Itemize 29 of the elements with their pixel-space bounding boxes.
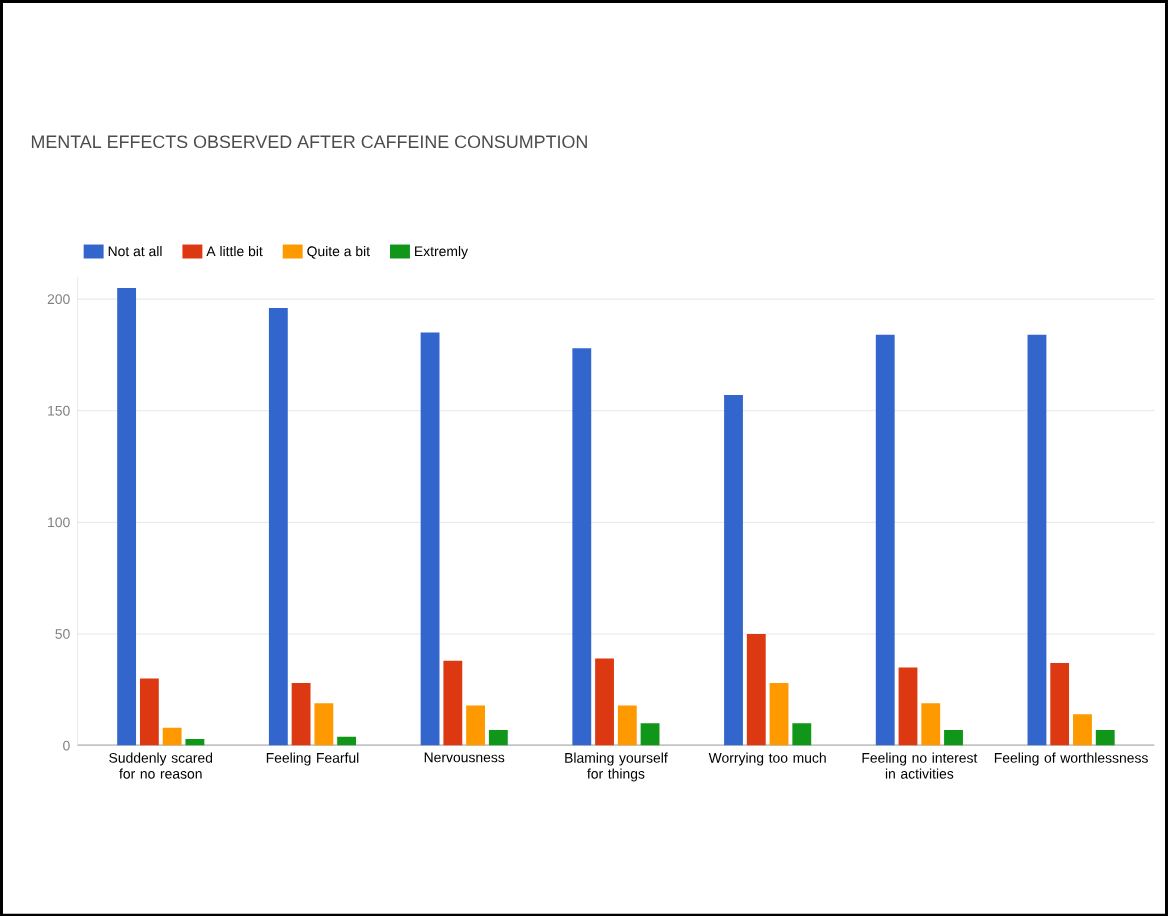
bar xyxy=(944,729,963,746)
bar xyxy=(488,729,508,746)
bar xyxy=(572,347,592,746)
bar xyxy=(921,702,941,746)
bar xyxy=(420,332,440,746)
bar xyxy=(1050,662,1070,746)
bar xyxy=(443,660,463,746)
bar xyxy=(746,633,766,746)
bar xyxy=(314,702,334,746)
bar xyxy=(1095,729,1115,746)
bar xyxy=(875,334,895,746)
bar xyxy=(268,307,288,746)
bar xyxy=(291,682,311,746)
bar xyxy=(117,287,137,746)
bar xyxy=(1027,334,1047,746)
bar xyxy=(724,394,743,746)
bar xyxy=(185,738,205,746)
bar xyxy=(466,705,486,746)
bar xyxy=(640,722,660,746)
bar xyxy=(617,705,637,746)
bar xyxy=(595,658,614,746)
bar xyxy=(337,736,357,746)
bar xyxy=(792,722,812,746)
bar xyxy=(162,727,182,746)
chart-title: MENTAL EFFECTS OBSERVED AFTER CAFFEINE CONSUMPTION xyxy=(31,135,587,148)
bar xyxy=(769,682,789,746)
bar xyxy=(139,678,159,746)
bar xyxy=(898,667,918,746)
bar xyxy=(1073,714,1092,746)
